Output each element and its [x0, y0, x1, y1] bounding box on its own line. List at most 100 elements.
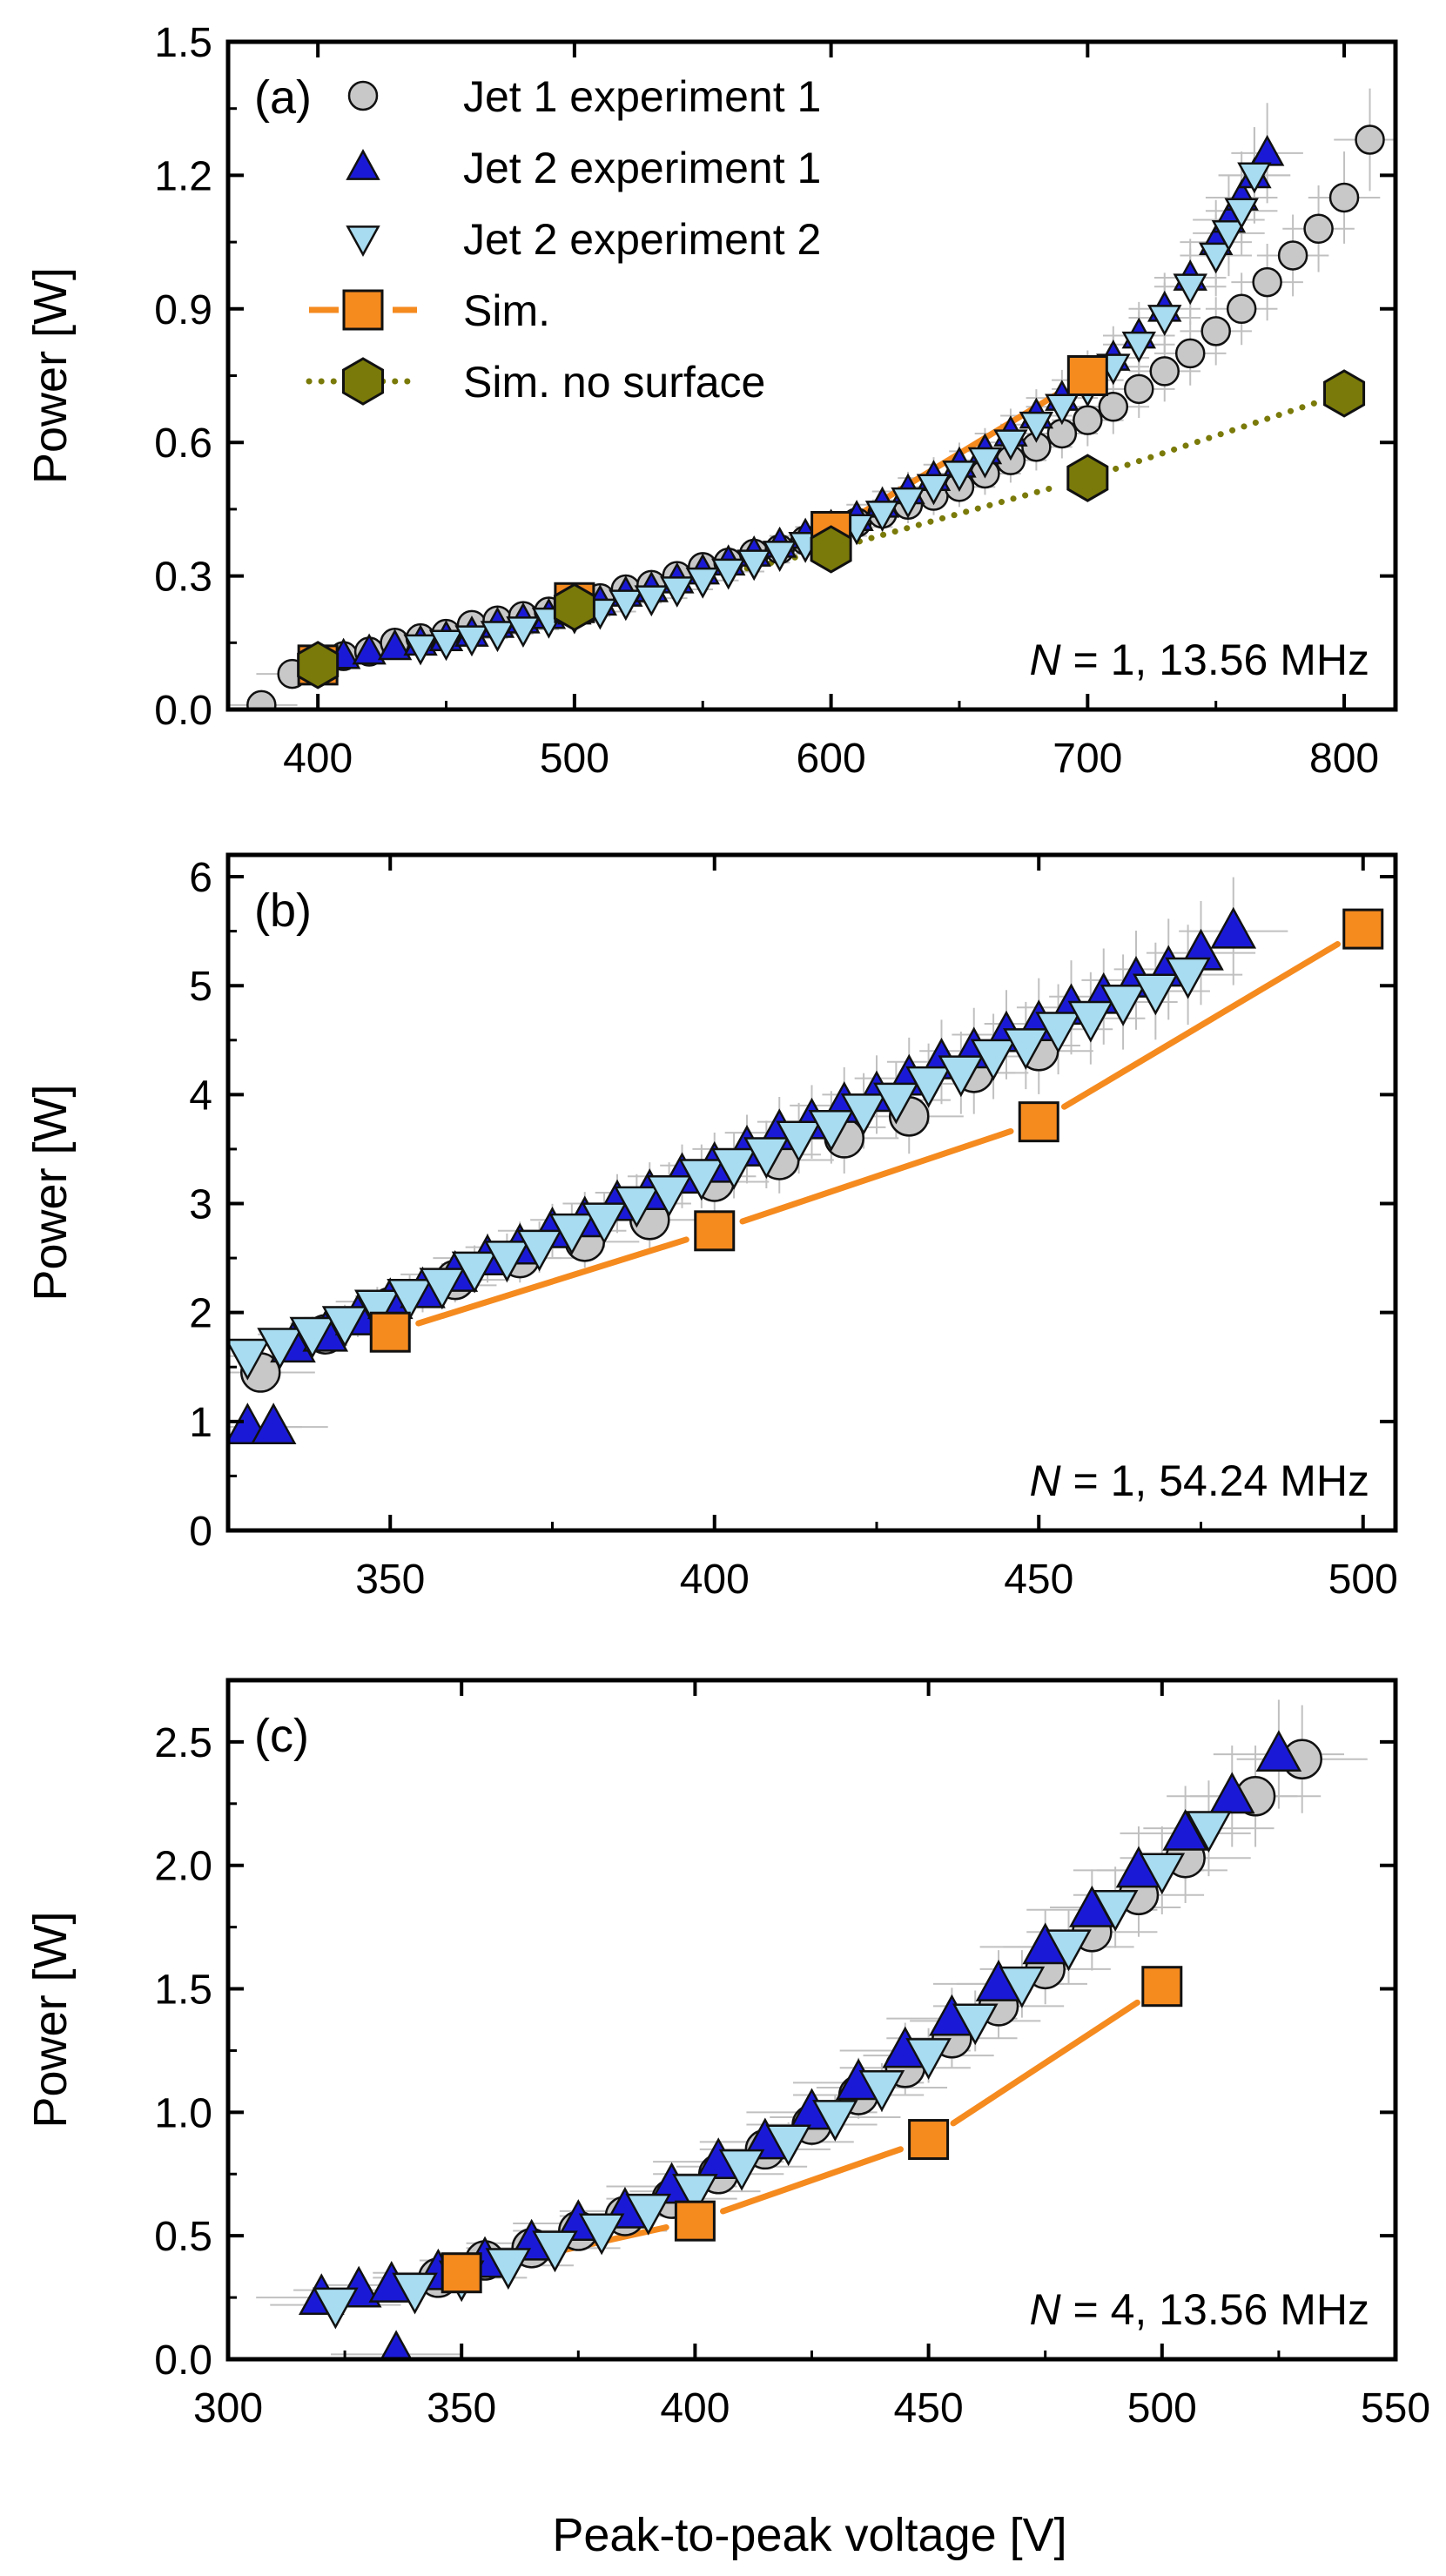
jet1-point — [1328, 182, 1360, 213]
panel-c: 300 350 400 450 500 550 0.0 0.5 1.0 1.5 2.0 2.5 Powe… — [24, 1678, 1430, 2431]
y-tick-label: 4 — [189, 1073, 212, 1119]
legend-label: Jet 2 experiment 2 — [463, 215, 821, 264]
jet2_exp2-point — [428, 629, 464, 662]
jet2_exp2-series — [228, 957, 1211, 1381]
y-tick-label: 0.9 — [154, 287, 212, 333]
jet2_exp2-point — [484, 1241, 530, 1282]
sim-line-segment — [720, 2146, 904, 2215]
jet2_exp2-point — [516, 1229, 562, 1272]
jet2_exp2-point — [454, 625, 489, 657]
y-tick-label: 2.0 — [154, 1844, 212, 1890]
jet2_exp2-point — [419, 1268, 466, 1310]
jet2_exp2-point — [321, 1306, 368, 1349]
sim-point — [1141, 1966, 1183, 2008]
jet2_exp2-point — [1121, 331, 1156, 363]
sim-line-segment — [739, 1127, 1014, 1225]
jet2_exp2-point — [736, 549, 771, 582]
jet2_exp2-point — [776, 1120, 822, 1163]
jet2_exp2-point — [1133, 973, 1179, 1016]
jet2_exp2-point — [762, 541, 797, 573]
y-tick-label: 2 — [189, 1291, 212, 1337]
jet2_exp2-point — [1045, 393, 1079, 426]
sim-point — [441, 2252, 482, 2294]
jet1-point — [1303, 213, 1334, 245]
annotation-text: = 4, 13.56 MHz — [1061, 2285, 1369, 2334]
jet2_exp2-point — [942, 461, 977, 492]
x-tick-label: 400 — [680, 1557, 750, 1603]
jet2_exp2-point — [1211, 220, 1247, 252]
jet2_exp2-point — [1035, 1012, 1081, 1054]
panel-label: (c) — [254, 1710, 309, 1762]
jet2_exp2-point — [1139, 1853, 1186, 1895]
jet2_exp2-point — [864, 501, 900, 533]
x-tick-label: 400 — [660, 2385, 730, 2431]
sim-line-segment — [1060, 940, 1342, 1110]
y-tick-label: 0.0 — [154, 688, 212, 734]
annotation-text: = 1, 54.24 MHz — [1061, 1456, 1369, 1505]
y-tick-label: 1.5 — [154, 20, 212, 66]
y-axis-title: Power [W] — [24, 1911, 77, 2128]
jet2_exp2-point — [485, 2248, 532, 2290]
y-tick-label: 0.6 — [154, 420, 212, 467]
jet2_exp2-point — [1100, 985, 1147, 1026]
y-tick-label: 0.0 — [154, 2337, 212, 2384]
jet2_exp2-point — [451, 1251, 498, 1294]
jet2_exp2-point — [625, 2193, 672, 2236]
jet2_exp2-point — [289, 1316, 336, 1359]
x-tick-label: 800 — [1309, 736, 1379, 782]
sim-point — [1018, 1101, 1059, 1143]
jet1-point — [1098, 392, 1129, 422]
jet2_exp2-point — [916, 474, 952, 506]
jet2_exp2-point — [718, 2149, 765, 2191]
jet2_exp1-point — [1249, 134, 1285, 166]
jet2_exp2-point — [711, 558, 746, 590]
y-tick-label: 0.5 — [154, 2214, 212, 2260]
jet2_exp2-point — [354, 1289, 400, 1332]
sim-point — [369, 1311, 411, 1353]
legend-label: Sim. no surface — [463, 358, 765, 407]
sim-series — [369, 908, 1384, 1353]
jet2_exp2-point — [1165, 957, 1211, 999]
jet2_exp2-point — [905, 1066, 952, 1108]
y-tick-label: 1 — [189, 1400, 212, 1446]
jet2_exp2-point — [1003, 1028, 1049, 1070]
jet2_exp2-point — [873, 1082, 919, 1125]
jet2_exp2-point — [313, 2287, 359, 2330]
jet2_exp2-point — [765, 2124, 811, 2167]
jet2_exp2-point — [967, 447, 1003, 479]
jet1-point — [1252, 266, 1282, 298]
panel-annotation: N = 4, 13.56 MHz — [1030, 2285, 1369, 2334]
jet1-point — [1124, 373, 1154, 405]
jet2_exp2-point — [938, 1055, 985, 1098]
jet2_exp2-point — [228, 1338, 271, 1381]
x-tick-label: 300 — [193, 2385, 263, 2431]
jet2_exp2-point — [387, 1278, 433, 1321]
jet1-point — [1201, 316, 1231, 346]
jet2_exp2-point — [1092, 1889, 1139, 1932]
x-tick-label: 500 — [1127, 2385, 1197, 2431]
jet2_exp1-point — [1162, 1808, 1208, 1851]
legend-marker — [341, 357, 385, 406]
jet2_exp1-point — [377, 629, 413, 661]
jet2_exp2-point — [634, 585, 669, 617]
jet1-point — [1149, 356, 1180, 387]
plot-area — [228, 88, 1396, 710]
jet2_exp1-point — [1210, 906, 1257, 949]
x-tick-label: 400 — [283, 736, 353, 782]
y-axis-title: Power [W] — [24, 1084, 77, 1301]
x-tick-label: 500 — [540, 736, 609, 782]
jet2_exp2-point — [1067, 1000, 1114, 1043]
sim-point — [908, 2119, 950, 2161]
jet2_exp2-point — [743, 1137, 790, 1180]
jet2_exp2-point — [1147, 305, 1182, 337]
sim_no_surface-point — [810, 525, 852, 574]
legend-label: Jet 1 experiment 1 — [463, 72, 821, 121]
y-axis-title: Power [W] — [24, 267, 77, 484]
jet2_exp2-point — [891, 487, 925, 519]
legend-marker — [342, 289, 384, 331]
legend-marker — [346, 225, 380, 257]
jet2_exp2-point — [858, 2070, 905, 2112]
sim-point — [694, 1210, 736, 1252]
jet2_exp1-point — [380, 2330, 413, 2359]
